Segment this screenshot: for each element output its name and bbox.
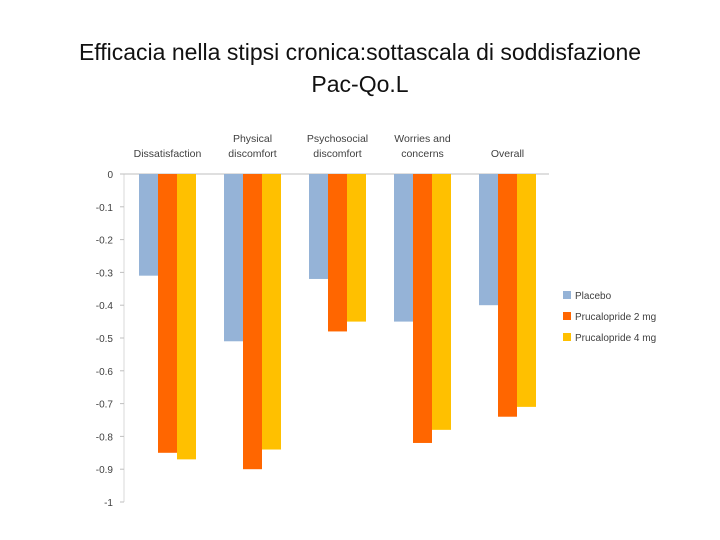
y-tick-label: 0 — [107, 170, 113, 181]
bar-3-5 — [517, 174, 536, 407]
y-axis: 0 -0.1 -0.2 -0.3 -0.4 -0.5 -0.6 -0.7 -0.8 -0.9 -1 — [96, 170, 549, 509]
bar-3-4 — [432, 174, 451, 430]
bar-3-1 — [177, 174, 196, 460]
legend: Placebo Prucalopride 2 mg Prucalopride 4 m… — [563, 291, 656, 344]
bar-2-3 — [328, 174, 347, 332]
legend-label: Prucalopride 4 mg — [575, 333, 656, 344]
bar-3-3 — [347, 174, 366, 322]
category-labels: Dissatisfaction Physical discomfort Psychos… — [134, 133, 524, 160]
bar-1-5 — [479, 174, 498, 306]
y-tick-label: -0.2 — [96, 236, 114, 247]
bar-2-4 — [413, 174, 432, 443]
legend-label: Prucalopride 2 mg — [575, 312, 656, 323]
legend-label: Placebo — [575, 291, 612, 302]
legend-swatch — [563, 291, 571, 299]
bar-2-5 — [498, 174, 517, 417]
bar-1-3 — [309, 174, 328, 279]
y-tick-label: -0.4 — [96, 301, 114, 312]
category-label: Physical discomfort — [228, 133, 277, 160]
y-tick-label: -0.3 — [96, 268, 114, 279]
y-tick-label: -0.1 — [96, 203, 114, 214]
bar-1-2 — [224, 174, 243, 342]
category-label: Worries and concerns — [394, 133, 451, 160]
bars — [139, 174, 536, 470]
category-label: Psychosocial discomfort — [307, 133, 368, 160]
bar-2-2 — [243, 174, 262, 470]
bar-2-1 — [158, 174, 177, 453]
y-tick-label: -1 — [104, 498, 113, 509]
y-tick-label: -0.5 — [96, 334, 114, 345]
category-label: Dissatisfaction — [134, 148, 202, 160]
y-tick-label: -0.7 — [96, 400, 114, 411]
bar-3-2 — [262, 174, 281, 450]
category-label: Overall — [491, 148, 524, 160]
legend-swatch — [563, 312, 571, 320]
bar-1-1 — [139, 174, 158, 276]
y-tick-label: -0.8 — [96, 432, 114, 443]
slide-title: Efficacia nella stipsi cronica:sottascal… — [78, 39, 642, 97]
legend-swatch — [563, 333, 571, 341]
bar-1-4 — [394, 174, 413, 322]
y-tick-label: -0.6 — [96, 367, 114, 378]
y-tick-label: -0.9 — [96, 465, 114, 476]
